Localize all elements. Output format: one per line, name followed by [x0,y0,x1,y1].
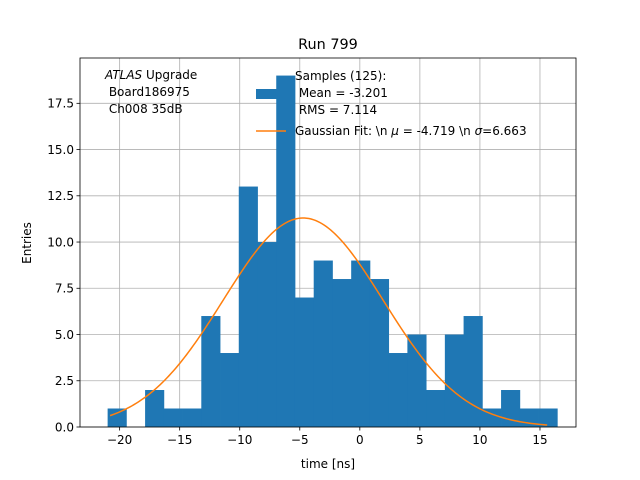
histogram-bar [426,390,446,427]
x-tick-label: 15 [532,433,547,447]
x-tick-label: 10 [472,433,487,447]
gaussian-fit-curve [109,217,548,426]
histogram-bar [107,408,127,427]
histogram-bar [463,316,483,427]
histogram-bar [538,408,558,427]
legend-samples-swatch [256,89,286,99]
histogram-bar [201,316,221,427]
y-tick-label: 0.0 [55,420,74,434]
annotation-line-1: ATLAS Upgrade [104,68,197,82]
atlas-label: ATLAS [104,68,143,82]
histogram-bar [332,279,352,427]
legend-fit-prefix: Gaussian Fit: \n [295,124,391,138]
x-tick-label: −5 [291,433,309,447]
legend-samples-line2: Mean = -3.201 [295,86,388,100]
legend: Samples (125): Mean = -3.201 RMS = 7.114… [256,69,527,138]
legend-samples-line1: Samples (125): [295,69,386,83]
histogram-bar [294,297,315,427]
histogram-bar [313,260,333,427]
y-tick-label: 12.5 [47,189,74,203]
y-tick-label: 7.5 [55,282,74,296]
histogram-bar [501,390,521,427]
upgrade-label: Upgrade [142,68,197,82]
y-tick-label: 2.5 [55,374,74,388]
board-label: Board186975 [105,85,190,99]
histogram-bar [482,408,502,427]
y-axis-ticks: 0.0 2.5 5.0 7.5 10.0 12.5 15.0 17.5 [47,97,80,434]
histogram-bar [163,408,183,427]
y-axis-label: Entries [20,222,34,264]
y-tick-label: 15.0 [47,143,74,157]
chart-title: Run 799 [298,37,358,53]
atlas-annotation: ATLAS Upgrade Board186975 Ch008 35dB [104,68,197,116]
histogram-bar [238,186,258,427]
histogram-bar [257,242,277,427]
histogram-bar [369,279,390,427]
legend-fit-label: Gaussian Fit: \n μ = -4.719 \n σ=6.663 [295,124,527,138]
plot-frame [79,57,577,428]
x-tick-label: −15 [167,433,192,447]
legend-fit-sigma: σ [475,124,483,138]
legend-fit-mu: μ [390,124,399,138]
y-tick-label: 17.5 [47,97,74,111]
histogram-bar [388,353,408,427]
histogram-bar [145,390,165,427]
x-tick-label: −20 [107,433,132,447]
x-tick-label: 5 [416,433,424,447]
gaussian-fit-layer [109,217,548,426]
histogram-bar [220,353,240,427]
histogram-bar [407,334,427,427]
histogram-bar [276,75,296,428]
legend-samples-line3: RMS = 7.114 [295,103,377,117]
y-tick-label: 5.0 [55,328,74,342]
x-axis-ticks: −20 −15 −10 −5 0 5 10 15 [107,427,548,447]
channel-label: Ch008 35dB [105,102,183,116]
y-tick-label: 10.0 [47,235,74,249]
legend-fit-suffix: =6.663 [482,124,526,138]
legend-fit-mid: = -4.719 \n [399,124,475,138]
x-axis-label: time [ns] [301,457,355,471]
histogram-bar [444,334,464,427]
histogram-bar [351,260,371,427]
x-tick-label: 0 [356,433,364,447]
histogram-bar [182,408,202,427]
x-tick-label: −10 [227,433,252,447]
